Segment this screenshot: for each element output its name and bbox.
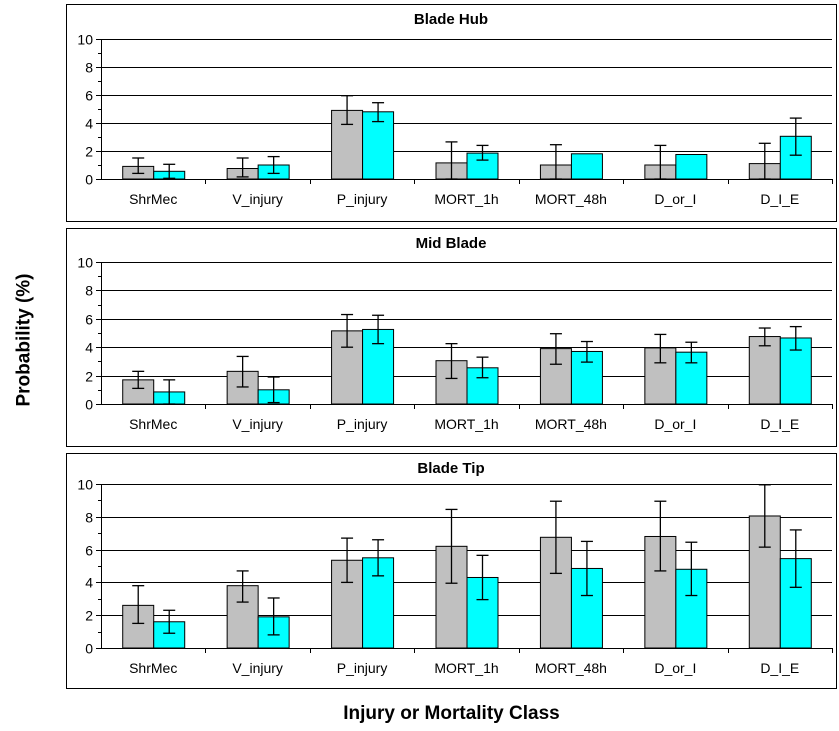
x-tick-label: MORT_48h bbox=[535, 660, 607, 676]
y-tick-label: 2 bbox=[85, 608, 93, 624]
y-tick-label: 4 bbox=[85, 116, 93, 132]
x-tick-label: V_injury bbox=[232, 416, 283, 432]
x-tick-label: ShrMec bbox=[129, 416, 177, 432]
y-axis-label: Probability (%) bbox=[6, 200, 42, 480]
x-tick-label: P_injury bbox=[337, 416, 388, 432]
x-axis-label: Injury or Mortality Class bbox=[343, 703, 560, 724]
y-tick-label: 6 bbox=[85, 88, 93, 104]
y-tick-label: 0 bbox=[85, 172, 93, 188]
panel-title: Blade Hub bbox=[414, 11, 488, 28]
y-tick-label: 6 bbox=[85, 543, 93, 559]
panel-title: Blade Tip bbox=[417, 460, 484, 477]
x-tick-label: D_or_I bbox=[654, 191, 696, 207]
x-tick-label: D_I_E bbox=[760, 191, 799, 207]
y-tick-label: 10 bbox=[77, 477, 93, 493]
chart-panel-2: Blade Tip 0 2 4 6 8 10 ShrMec V_injury P_injury MO… bbox=[66, 453, 837, 689]
y-tick-label: 8 bbox=[85, 60, 93, 76]
bar-series-1 bbox=[675, 154, 708, 180]
y-tick-label: 2 bbox=[85, 369, 93, 385]
y-tick-label: 10 bbox=[77, 255, 93, 271]
x-tick-label: D_or_I bbox=[654, 416, 696, 432]
y-tick-label: 0 bbox=[85, 397, 93, 413]
x-tick-label: ShrMec bbox=[129, 660, 177, 676]
x-tick-label: MORT_1h bbox=[434, 191, 498, 207]
y-tick-label: 8 bbox=[85, 510, 93, 526]
panel-frame bbox=[66, 228, 837, 447]
bar-series-0 bbox=[748, 336, 781, 405]
chart-panel-1: Mid Blade 0 2 4 6 8 10 ShrMec V_injury P_injury MO… bbox=[66, 228, 837, 447]
x-tick-label: P_injury bbox=[337, 191, 388, 207]
x-tick-label: MORT_1h bbox=[434, 660, 498, 676]
panel-title: Mid Blade bbox=[416, 235, 487, 252]
x-tick-label: MORT_48h bbox=[535, 416, 607, 432]
x-tick-label: V_injury bbox=[232, 191, 283, 207]
x-tick-label: P_injury bbox=[337, 660, 388, 676]
x-tick-label: D_or_I bbox=[654, 660, 696, 676]
x-tick-label: V_injury bbox=[232, 660, 283, 676]
x-tick-label: D_I_E bbox=[760, 416, 799, 432]
x-tick-label: MORT_1h bbox=[434, 416, 498, 432]
x-tick-label: MORT_48h bbox=[535, 191, 607, 207]
y-tick-label: 10 bbox=[77, 32, 93, 48]
y-tick-label: 8 bbox=[85, 283, 93, 299]
x-tick-label: D_I_E bbox=[760, 660, 799, 676]
panel-frame bbox=[66, 4, 837, 222]
x-tick-label: ShrMec bbox=[129, 191, 177, 207]
chart-panel-0: Blade Hub 0 2 4 6 8 10 ShrMec V_injury P_injury MO… bbox=[66, 4, 837, 222]
bar-series-1 bbox=[362, 111, 395, 180]
y-tick-label: 2 bbox=[85, 144, 93, 160]
y-axis-label-text: Probability (%) bbox=[13, 273, 35, 407]
y-tick-label: 4 bbox=[85, 575, 93, 591]
y-tick-label: 0 bbox=[85, 641, 93, 657]
y-tick-label: 4 bbox=[85, 340, 93, 356]
bar-series-1 bbox=[570, 153, 603, 180]
y-tick-label: 6 bbox=[85, 312, 93, 328]
